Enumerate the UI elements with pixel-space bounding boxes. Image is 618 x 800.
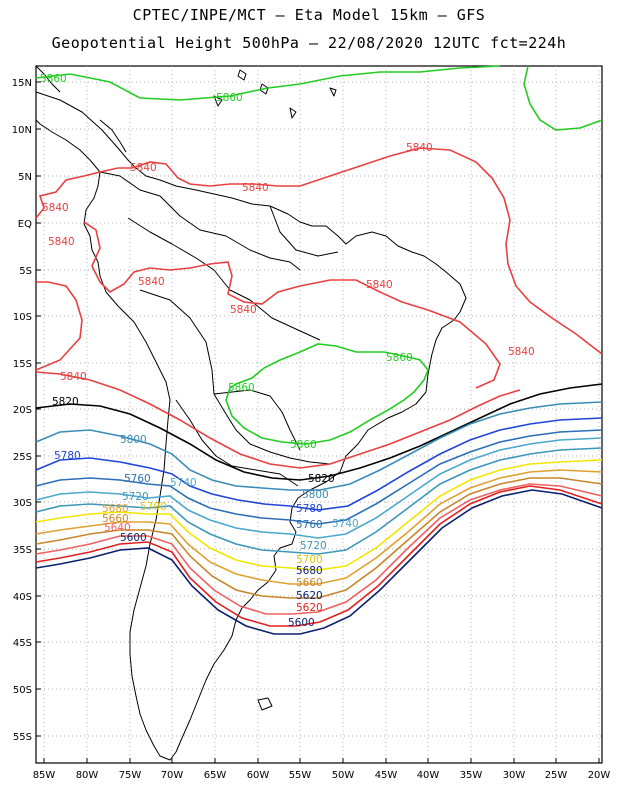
chart-title-line1: CPTEC/INPE/MCT – Eta Model 15km – GFS: [132, 6, 486, 24]
contour-5840-north: [35, 147, 603, 355]
lat-label: 15S: [13, 359, 32, 370]
contour-5800: [35, 401, 603, 491]
contour-label: 5840: [60, 371, 87, 383]
contour-label: 5840: [242, 182, 269, 194]
contour-label: 5600: [120, 532, 147, 544]
contour-5760: [35, 429, 603, 525]
lon-label: 25W: [545, 770, 568, 781]
graticule: [36, 66, 602, 763]
contour-label: 5680: [102, 503, 129, 515]
contour-label: 5840: [130, 162, 157, 174]
contour-label: 5860: [40, 73, 67, 85]
lon-label: 55W: [289, 770, 312, 781]
contour-label: 5840: [138, 276, 165, 288]
contours: [35, 65, 603, 635]
contour-label: 5840: [42, 202, 69, 214]
lat-label: 10N: [12, 125, 32, 136]
contour-label: 5600: [288, 617, 315, 629]
contour-labels: 5860 5860 5860 5860 5860 5840 5840 5840 …: [40, 73, 535, 629]
contour-5860-ne: [523, 65, 603, 131]
lon-label: 30W: [503, 770, 526, 781]
lon-label: 20W: [588, 770, 611, 781]
contour-5860-north: [35, 65, 501, 101]
contour-5840-south: [35, 371, 521, 469]
contour-label: 5860: [290, 439, 317, 451]
lon-label: 70W: [161, 770, 184, 781]
contour-label: 5720: [300, 540, 327, 552]
lon-label: 65W: [204, 770, 227, 781]
contour-5640: [35, 483, 603, 615]
contour-5600: [35, 489, 603, 635]
contour-label: 5840: [48, 236, 75, 248]
lat-label: 40S: [13, 592, 32, 603]
contour-5740: [35, 437, 603, 539]
lon-label: 40W: [417, 770, 440, 781]
contour-label: 5740: [332, 518, 359, 530]
lon-label: 85W: [33, 770, 56, 781]
lat-label: 35S: [13, 545, 32, 556]
contour-5700: [35, 459, 603, 571]
axis-ticks: [36, 81, 600, 763]
lat-label: 55S: [13, 732, 32, 743]
contour-label: 5840: [366, 279, 393, 291]
lat-label: 10S: [13, 312, 32, 323]
coastline: [35, 65, 467, 761]
contour-5720: [35, 447, 603, 555]
contour-label: 5800: [120, 434, 147, 446]
lon-label: 50W: [332, 770, 355, 781]
chart-title-line2: Geopotential Height 500hPa – 22/08/2020 …: [51, 34, 567, 52]
lon-label: 35W: [460, 770, 483, 781]
contour-label: 5640: [104, 522, 131, 534]
contour-5620: [35, 485, 603, 627]
contour-label: 5840: [230, 304, 257, 316]
lon-label: 45W: [375, 770, 398, 781]
contour-label: 5800: [302, 489, 329, 501]
lat-label: 45S: [13, 638, 32, 649]
contour-label: 5760: [296, 519, 323, 531]
contour-label: 5820: [308, 473, 335, 485]
lon-labels: 85W 80W 75W 70W 65W 60W 55W 50W 45W 40W …: [33, 770, 611, 781]
lat-label: 5S: [19, 266, 32, 277]
contour-label: 5820: [52, 396, 79, 408]
contour-5660: [35, 477, 603, 599]
contour-5820: [35, 383, 603, 481]
contour-label: 5760: [124, 473, 151, 485]
contour-label: 5700: [296, 554, 323, 566]
contour-label: 5860: [386, 352, 413, 364]
lon-label: 75W: [119, 770, 142, 781]
contour-5840-west: [35, 281, 83, 371]
contour-label: 5780: [54, 450, 81, 462]
contour-5680: [35, 469, 603, 585]
lat-label: 25S: [13, 452, 32, 463]
contour-label: 5720: [122, 491, 149, 503]
lon-label: 80W: [76, 770, 99, 781]
contour-label: 5780: [296, 503, 323, 515]
contour-5780: [35, 417, 603, 511]
contour-label: 5700: [140, 501, 167, 513]
lat-label: 30S: [13, 498, 32, 509]
lat-label: 20S: [13, 405, 32, 416]
lon-label: 60W: [247, 770, 270, 781]
contour-label: 5660: [102, 513, 129, 525]
lat-label: 5N: [18, 172, 32, 183]
contour-5860-brazil: [225, 343, 429, 445]
contour-label: 5860: [216, 92, 243, 104]
contour-label: 5660: [296, 577, 323, 589]
lat-label: 15N: [12, 78, 32, 89]
contour-label: 5840: [406, 142, 433, 154]
contour-label: 5860: [228, 382, 255, 394]
lat-label: EQ: [18, 219, 32, 230]
lat-labels: 15N 10N 5N EQ 5S 10S 15S 20S 25S 30S 35S…: [12, 78, 32, 743]
contour-label: 5840: [508, 346, 535, 358]
contour-5840-loop1: [83, 221, 501, 389]
lat-label: 50S: [13, 685, 32, 696]
contour-label: 5620: [296, 602, 323, 614]
contour-label: 5620: [296, 590, 323, 602]
contour-label: 5680: [296, 565, 323, 577]
contour-label: 5740: [170, 477, 197, 489]
plot-frame: [35, 65, 603, 764]
